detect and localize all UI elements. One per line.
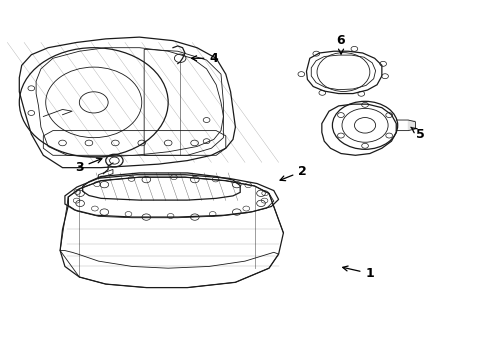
Text: 6: 6 xyxy=(337,34,345,54)
Text: 5: 5 xyxy=(411,127,425,141)
Text: 4: 4 xyxy=(192,52,218,65)
Text: 2: 2 xyxy=(280,165,307,181)
Text: 3: 3 xyxy=(75,158,102,174)
Text: 1: 1 xyxy=(343,266,374,280)
